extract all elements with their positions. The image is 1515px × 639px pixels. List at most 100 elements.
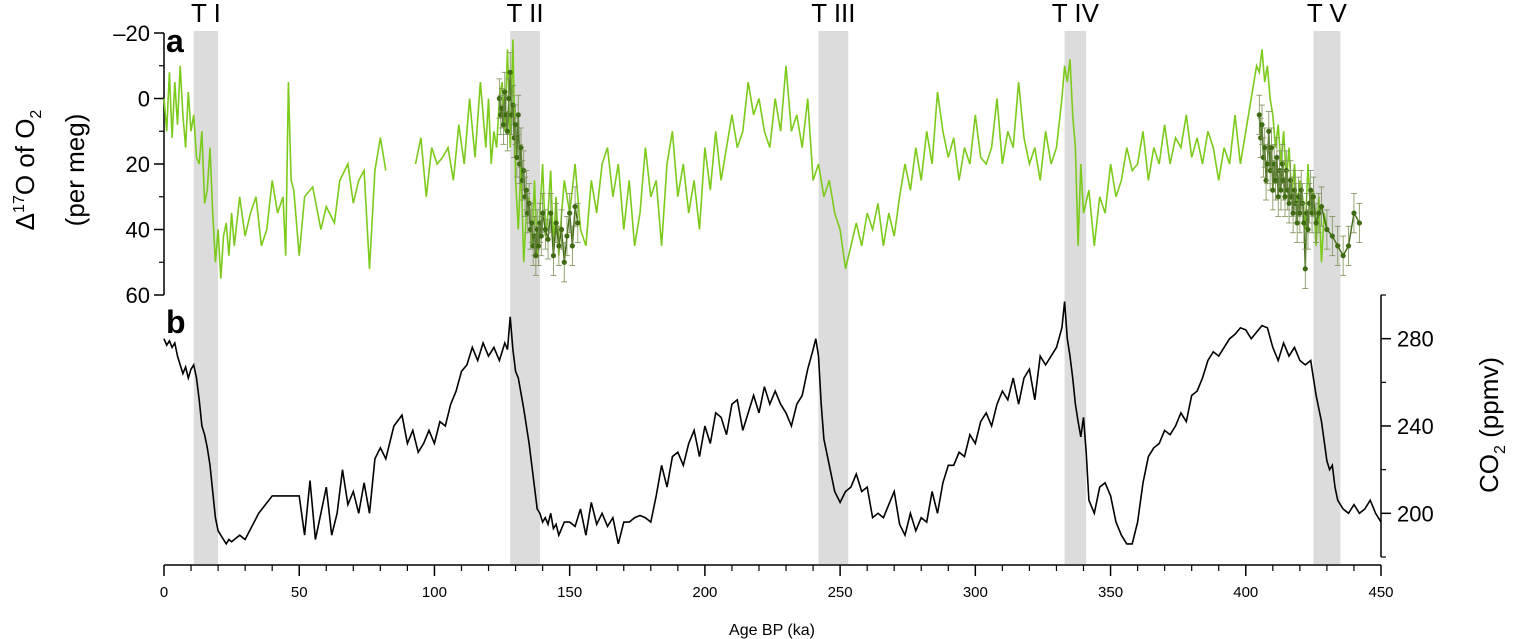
data-point bbox=[512, 122, 519, 128]
data-point bbox=[575, 220, 581, 226]
data-point bbox=[1345, 243, 1352, 249]
data-point bbox=[500, 122, 507, 128]
termination-label: T V bbox=[1307, 0, 1348, 28]
data-point bbox=[567, 210, 573, 216]
panel-a-series bbox=[163, 39, 1363, 289]
data-point bbox=[1304, 210, 1310, 216]
data-point bbox=[1275, 194, 1281, 200]
x-ticks: 0 50 100 150 200 250 300 350 400 450 bbox=[160, 565, 1394, 601]
data-point bbox=[550, 253, 557, 259]
data-point bbox=[1281, 177, 1287, 183]
termination-band bbox=[818, 31, 849, 564]
data-point bbox=[523, 187, 529, 193]
data-point bbox=[1289, 194, 1295, 200]
data-point bbox=[502, 89, 508, 95]
data-point bbox=[1285, 187, 1291, 193]
data-point bbox=[515, 112, 521, 118]
x-tick-label: 200 bbox=[692, 584, 717, 601]
data-point bbox=[1308, 187, 1314, 193]
data-point bbox=[1278, 187, 1284, 193]
data-point bbox=[561, 259, 567, 265]
data-point bbox=[537, 220, 543, 226]
data-point bbox=[1294, 220, 1300, 226]
data-point bbox=[542, 226, 548, 233]
panel-b-y-tick-label: 200 bbox=[1397, 501, 1434, 526]
panel-a-series-line bbox=[414, 39, 1328, 269]
termination-label: T II bbox=[506, 0, 543, 28]
panel-a-ylabel-sub: 2 bbox=[28, 110, 45, 119]
data-point bbox=[569, 243, 575, 249]
termination-band bbox=[193, 31, 219, 564]
panel-b-ylabel-main: CO bbox=[1474, 454, 1504, 493]
data-point bbox=[1263, 177, 1269, 183]
data-point bbox=[1298, 187, 1304, 193]
data-point bbox=[1291, 187, 1298, 193]
data-point bbox=[1256, 112, 1262, 118]
data-point bbox=[533, 253, 539, 259]
data-point bbox=[1356, 220, 1362, 226]
x-tick-label: 50 bbox=[291, 584, 308, 601]
data-point bbox=[514, 154, 520, 161]
x-tick-label: 350 bbox=[1098, 584, 1123, 601]
x-tick-label: 100 bbox=[422, 584, 447, 601]
panel-a-y-axis-title-line2: (per meg) bbox=[60, 114, 90, 227]
panel-a-y-tick-label: –20 bbox=[113, 21, 150, 46]
termination-band bbox=[1064, 31, 1087, 564]
data-point bbox=[1268, 145, 1275, 151]
data-point bbox=[1270, 187, 1276, 193]
data-point bbox=[529, 220, 535, 226]
panel-b-ylabel-sub: 2 bbox=[1492, 445, 1509, 454]
data-point bbox=[504, 128, 511, 134]
data-point bbox=[496, 95, 502, 102]
data-point bbox=[1324, 226, 1330, 233]
data-point bbox=[1260, 154, 1266, 161]
panel-a-y-ticks: –20 0 20 40 60 bbox=[113, 21, 164, 308]
data-point bbox=[1310, 194, 1316, 200]
data-point bbox=[1329, 233, 1335, 239]
data-point bbox=[1302, 266, 1308, 272]
termination-band bbox=[1313, 31, 1341, 564]
x-tick-label: 0 bbox=[160, 584, 168, 601]
data-point bbox=[558, 226, 565, 233]
panel-b-y-axis-title: CO2 (ppmv) bbox=[1474, 357, 1509, 493]
panel-b-series-line bbox=[163, 301, 1382, 546]
panel-a-y-tick-label: 60 bbox=[126, 283, 150, 308]
data-point bbox=[1297, 210, 1303, 216]
data-point bbox=[522, 194, 528, 200]
data-point bbox=[1335, 243, 1341, 249]
data-point bbox=[518, 145, 524, 151]
data-point bbox=[548, 210, 554, 216]
data-point bbox=[1271, 161, 1277, 167]
panel-a-series-line-discrete bbox=[498, 72, 579, 263]
data-point bbox=[519, 177, 525, 183]
data-point bbox=[1262, 145, 1268, 151]
data-point bbox=[525, 210, 531, 216]
panel-b-ylabel-rest: (ppmv) bbox=[1474, 357, 1504, 445]
data-point bbox=[1301, 220, 1307, 226]
data-point bbox=[1274, 154, 1280, 161]
data-point bbox=[1286, 200, 1292, 206]
panel-a-y-axis-title: Δ17O of O2 bbox=[10, 110, 45, 231]
data-point bbox=[545, 236, 551, 242]
data-point bbox=[1309, 210, 1315, 216]
panel-a-y-tick-label: 20 bbox=[126, 152, 150, 177]
x-tick-label: 300 bbox=[963, 584, 988, 601]
data-point bbox=[1264, 161, 1271, 167]
termination-labels: T I T II T III T IV T V bbox=[191, 0, 1348, 28]
panel-a-ylabel-sup: 17 bbox=[11, 195, 28, 213]
data-point bbox=[1316, 210, 1322, 216]
data-point bbox=[1279, 161, 1285, 167]
panel-b-y-ticks: 280 240 200 bbox=[1381, 294, 1434, 558]
data-point bbox=[1282, 194, 1288, 200]
data-point bbox=[1351, 210, 1357, 216]
panel-a-ylabel-delta: Δ bbox=[10, 213, 40, 230]
x-tick-label: 400 bbox=[1233, 584, 1258, 601]
panel-a-series-line bbox=[163, 65, 387, 279]
panel-b-letter: b bbox=[166, 304, 186, 340]
data-point bbox=[556, 243, 562, 249]
data-point bbox=[534, 226, 540, 233]
panel-b-y-axis: 280 240 200 bbox=[1380, 294, 1434, 558]
panel-a-y-axis: –20 0 20 40 60 bbox=[113, 21, 165, 308]
data-point bbox=[503, 112, 509, 118]
